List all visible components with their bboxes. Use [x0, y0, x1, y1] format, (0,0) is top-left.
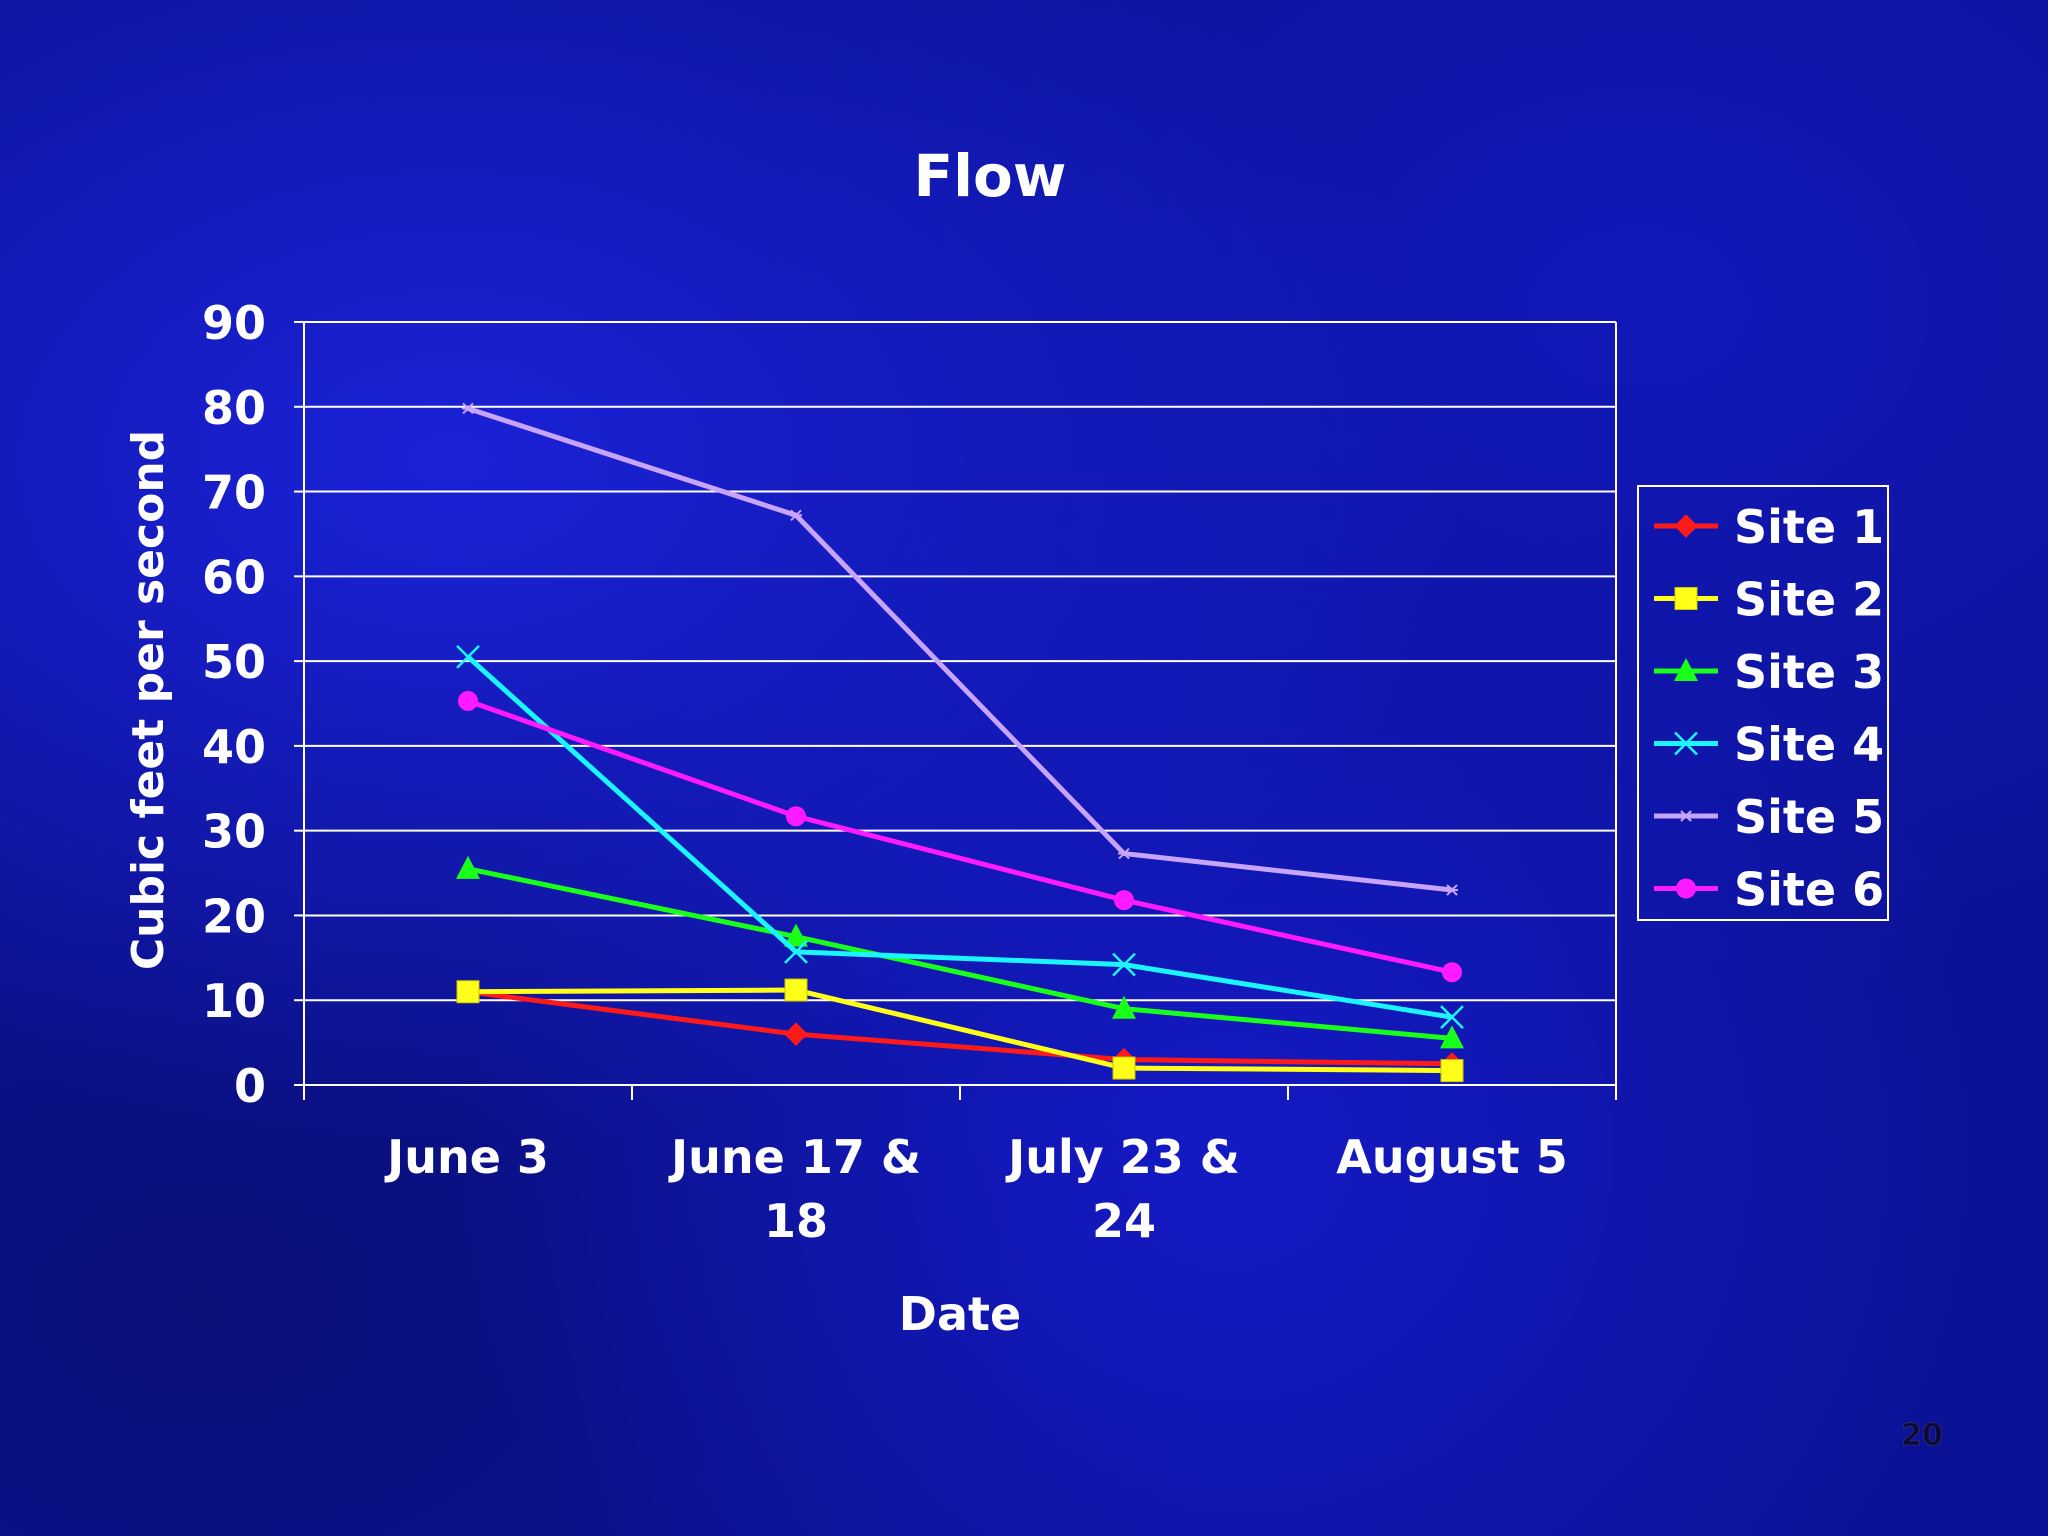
series-layer — [456, 402, 1464, 1083]
series-site-4 — [456, 644, 1464, 1030]
series-line — [466, 655, 1453, 1020]
gridlines — [304, 321, 1616, 1002]
x-axis-ticks: June 3 June 17 & 18 July 23 & 24 August 5 — [384, 1085, 1568, 1248]
series-line — [467, 866, 1453, 1041]
series-line — [467, 989, 1453, 1067]
marker-circle — [458, 690, 478, 711]
marker-square — [1674, 587, 1698, 610]
y-tick-label: 0 — [234, 1059, 266, 1113]
y-tick-label: 90 — [202, 296, 266, 350]
marker-circle — [786, 806, 806, 827]
legend-label: Site 3 — [1734, 645, 1884, 699]
series-site-5 — [462, 402, 1458, 896]
marker-triangle — [1112, 995, 1136, 1019]
marker-triangle — [1674, 658, 1698, 681]
marker-triangle — [1440, 1025, 1464, 1049]
legend-item: Site 1 — [1654, 500, 1884, 554]
series-site-6 — [458, 690, 1462, 983]
marker-circle — [1442, 962, 1462, 983]
marker-x — [784, 940, 808, 964]
y-tick-label: 20 — [202, 889, 266, 943]
marker-diamond — [1674, 514, 1698, 538]
legend-label: Site 6 — [1734, 863, 1884, 917]
series-line — [467, 987, 1453, 1074]
legend-label: Site 5 — [1734, 790, 1884, 844]
chart-title: Flow — [914, 142, 1067, 210]
marker-star — [1680, 810, 1692, 822]
y-tick-label: 50 — [202, 635, 266, 689]
series-site-3 — [456, 855, 1464, 1049]
marker-star — [462, 402, 474, 415]
x-tick-label: June 17 & — [668, 1130, 921, 1184]
y-axis-label: Cubic feet per second — [123, 430, 174, 970]
marker-circle — [1114, 890, 1134, 911]
y-tick-label: 30 — [202, 805, 266, 859]
marker-x — [1440, 1005, 1464, 1030]
legend-item: Site 4 — [1654, 718, 1884, 772]
marker-square — [1112, 1056, 1136, 1080]
legend-label: Site 2 — [1734, 573, 1884, 627]
y-tick-label: 40 — [202, 720, 266, 774]
x-tick-label: June 3 — [384, 1130, 549, 1184]
series-line — [467, 698, 1453, 975]
marker-triangle — [456, 855, 480, 879]
legend-label: Site 1 — [1734, 500, 1884, 554]
legend-item: Site 6 — [1654, 863, 1884, 917]
page-number: 20 — [1901, 1418, 1943, 1453]
marker-square — [456, 980, 480, 1004]
marker-star — [790, 509, 802, 522]
marker-square — [784, 978, 808, 1002]
axes — [303, 321, 1617, 1100]
marker-diamond — [784, 1022, 808, 1046]
marker-x — [1112, 952, 1136, 977]
marker-star — [1118, 847, 1130, 860]
y-axis-ticks: 0 10 20 30 40 50 60 70 80 90 — [202, 296, 304, 1113]
marker-square — [1440, 1059, 1464, 1083]
legend-item: Site 5 — [1654, 790, 1884, 844]
marker-star — [1446, 884, 1458, 896]
legend-item: Site 2 — [1654, 573, 1884, 627]
marker-x — [456, 644, 480, 669]
legend-label: Site 4 — [1734, 718, 1884, 772]
x-tick-label: August 5 — [1336, 1130, 1567, 1184]
marker-x — [1674, 731, 1698, 756]
y-tick-label: 60 — [202, 550, 266, 604]
x-tick-label: 24 — [1092, 1194, 1156, 1248]
legend: Site 1 Site 2 Site 3 Site 4 Site 5 Site 6 — [1637, 485, 1889, 921]
x-axis-label: Date — [899, 1287, 1021, 1341]
series-line — [467, 406, 1453, 893]
legend-box — [1637, 485, 1889, 921]
marker-circle — [1676, 878, 1696, 899]
y-tick-label: 10 — [202, 974, 266, 1028]
y-tick-label: 70 — [202, 466, 266, 520]
y-tick-label: 80 — [202, 381, 266, 435]
legend-item: Site 3 — [1654, 645, 1884, 699]
x-tick-label: July 23 & — [1005, 1130, 1240, 1184]
series-site-2 — [456, 978, 1464, 1083]
x-tick-label: 18 — [764, 1194, 828, 1248]
marker-triangle — [784, 923, 808, 947]
